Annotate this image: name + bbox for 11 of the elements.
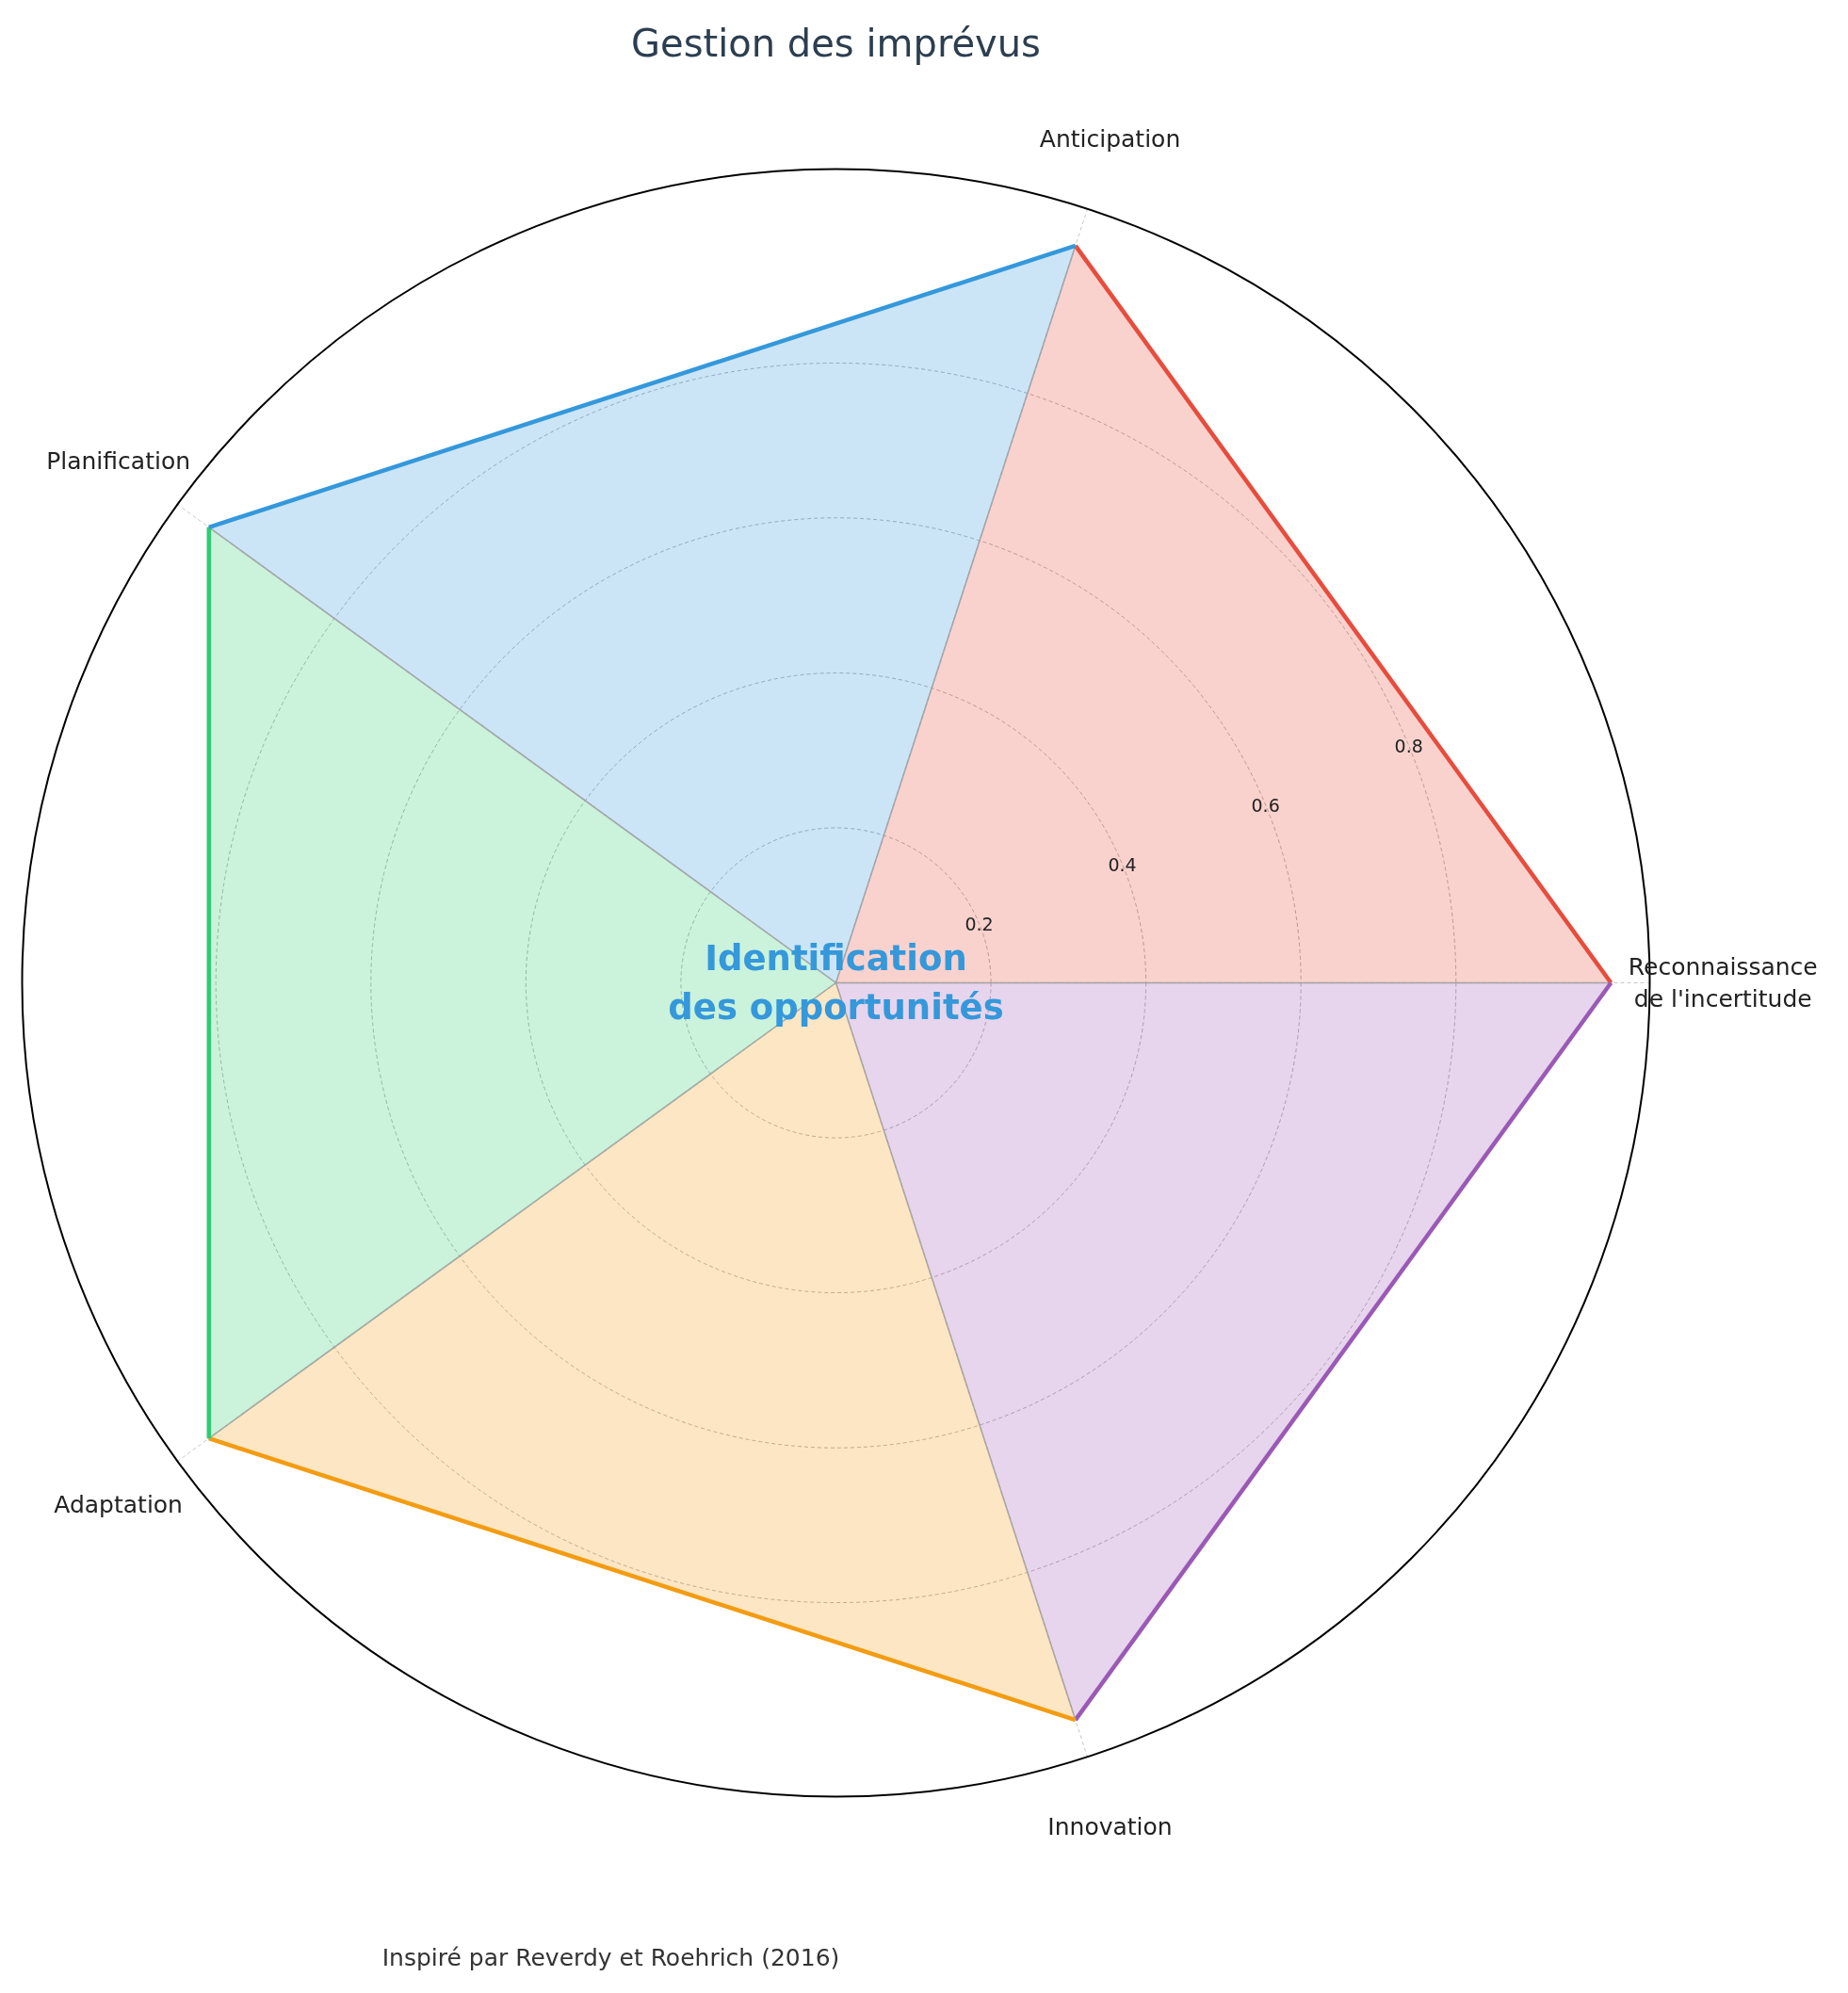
- text: Inspiré par Reverdy et Roehrich (2016): [381, 1943, 840, 1971]
- chart-title: Gestion des imprévus: [631, 21, 1041, 65]
- spoke-label: Adaptation: [54, 1490, 183, 1518]
- y-tick-label: 0.2: [965, 913, 994, 934]
- spoke-label: Innovation: [1047, 1812, 1173, 1840]
- text: Identification des opportunités: [668, 938, 1004, 1028]
- y-tick-label: 0.4: [1108, 853, 1137, 875]
- spoke-label: Planification: [46, 447, 191, 476]
- y-tick-label: 0.6: [1251, 794, 1280, 816]
- spoke-label: Anticipation: [1039, 125, 1181, 154]
- y-tick-label: 0.8: [1394, 735, 1423, 756]
